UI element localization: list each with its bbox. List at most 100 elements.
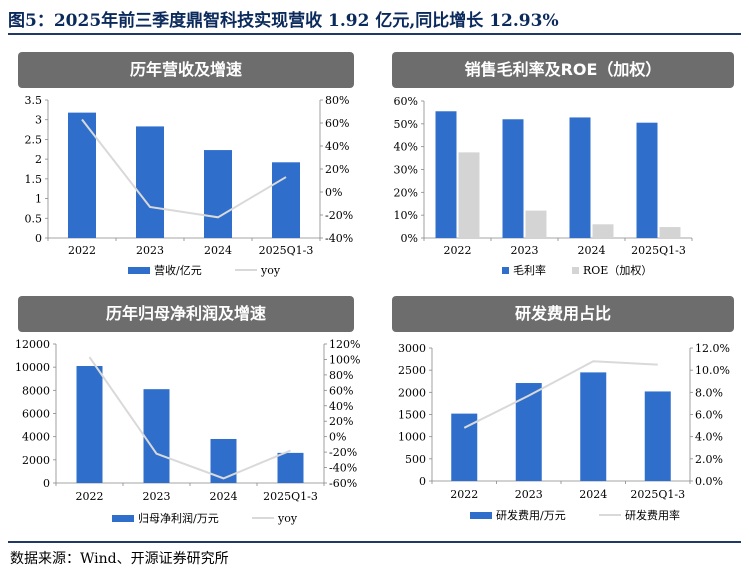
series-line	[463, 360, 658, 429]
legend-label: 毛利率	[513, 263, 546, 277]
legend-label: 研发费用率	[625, 508, 680, 522]
legend-label: 研发费用/万元	[496, 508, 566, 522]
left-tick-label: 40%	[394, 141, 418, 154]
left-tick-label: 1.5	[25, 173, 43, 186]
right-tick-label: 20%	[329, 415, 353, 428]
bar-secondary	[592, 224, 614, 238]
legend-swatch	[470, 512, 492, 519]
margin-roe-chart: 0% 10% 20% 30% 40% 50% 60% 2022 2023 2024 2025Q1-3…	[394, 95, 693, 277]
left-tick-label: 0	[43, 477, 50, 490]
left-tick-label: 60%	[394, 95, 418, 108]
left-tick-label: 0.5	[25, 212, 43, 225]
bar-primary	[502, 119, 524, 238]
right-tick-label: -60%	[329, 477, 357, 490]
legend-label: yoy	[277, 512, 298, 525]
x-tick-label: 2023	[511, 244, 539, 257]
left-tick-label: 30%	[394, 164, 418, 177]
right-tick-label: 2.0%	[695, 453, 723, 466]
right-tick-label: -40%	[329, 462, 357, 475]
x-tick-label: 2025Q1-3	[263, 490, 318, 503]
right-tick-label: 120%	[329, 338, 360, 351]
x-tick-label: 2024	[210, 490, 238, 503]
right-tick-label: 60%	[325, 117, 349, 130]
left-tick-label: 2500	[398, 364, 426, 377]
figure-title: 图5：2025年前三季度鼎智科技实现营收 1.92 亿元,同比增长 12.93%	[8, 11, 559, 31]
x-tick-label: 2025Q1-3	[259, 244, 314, 257]
left-tick-label: 500	[405, 453, 426, 466]
left-tick-label: 1500	[398, 409, 426, 422]
series-line	[88, 356, 291, 480]
bar-primary	[515, 383, 542, 481]
left-tick-label: 0%	[401, 232, 418, 245]
series-line	[81, 118, 287, 219]
bar-primary	[644, 391, 671, 481]
x-tick-label: 2023	[143, 490, 171, 503]
right-tick-label: 0%	[325, 186, 342, 199]
bottom-rule	[8, 541, 741, 543]
x-tick-label: 2024	[579, 488, 607, 501]
right-tick-label: 6.0%	[695, 409, 723, 422]
bar-primary	[580, 372, 607, 481]
right-tick-label: -20%	[329, 446, 357, 459]
legend-swatch	[572, 267, 579, 274]
x-tick-label: 2023	[515, 488, 543, 501]
x-tick-label: 2022	[444, 244, 472, 257]
bar-primary	[451, 413, 478, 481]
bar-primary	[272, 162, 300, 238]
x-tick-label: 2024	[578, 244, 606, 257]
left-tick-label: 0	[35, 232, 42, 245]
legend-swatch	[112, 515, 134, 522]
x-tick-label: 2023	[136, 244, 164, 257]
left-tick-label: 0	[419, 475, 426, 488]
right-tick-label: 4.0%	[695, 431, 723, 444]
left-tick-label: 2000	[22, 454, 50, 467]
right-tick-label: 40%	[329, 400, 353, 413]
bar-primary	[277, 452, 304, 483]
right-tick-label: 12.0%	[695, 342, 730, 355]
bar-secondary	[525, 210, 547, 238]
bar-secondary	[458, 152, 480, 238]
legend-label: yoy	[260, 264, 281, 277]
x-tick-label: 2022	[76, 490, 104, 503]
bar-secondary	[659, 227, 681, 238]
right-tick-label: 0.0%	[695, 475, 723, 488]
bar-primary	[68, 112, 96, 238]
net-profit-chart: 0 2000 4000 6000 8000 10000 12000 -60% -40% -20% 0…	[15, 338, 360, 525]
left-tick-label: 2	[35, 153, 42, 166]
right-tick-label: 80%	[325, 94, 349, 107]
right-tick-label: 80%	[329, 369, 353, 382]
bar-primary	[636, 122, 658, 238]
right-tick-label: 100%	[329, 353, 360, 366]
left-tick-label: 10%	[394, 209, 418, 222]
legend-label: 归母净利润/万元	[138, 511, 219, 525]
top-rule	[8, 33, 741, 35]
right-tick-label: -20%	[325, 209, 353, 222]
x-tick-label: 2025Q1-3	[631, 244, 686, 257]
bar-primary	[569, 117, 591, 238]
bar-primary	[210, 438, 237, 483]
right-tick-label: 0%	[329, 431, 346, 444]
bar-primary	[204, 150, 232, 238]
x-tick-label: 2025Q1-3	[630, 488, 685, 501]
left-tick-label: 1	[35, 193, 42, 206]
left-tick-label: 1000	[398, 431, 426, 444]
left-tick-label: 10000	[15, 361, 50, 374]
left-tick-label: 12000	[15, 338, 50, 351]
right-tick-label: 40%	[325, 140, 349, 153]
chart-title-revenue: 历年营收及增速	[18, 52, 354, 88]
chart-title-rd-ratio: 研发费用占比	[392, 296, 734, 332]
left-tick-label: 50%	[394, 118, 418, 131]
legend-label: ROE（加权）	[583, 264, 652, 277]
x-tick-label: 2022	[450, 488, 478, 501]
source-note: 数据来源：Wind、开源证券研究所	[10, 551, 229, 567]
x-tick-label: 2022	[68, 244, 96, 257]
right-tick-label: -40%	[325, 232, 353, 245]
rd-ratio-chart: 0 500 1000 1500 2000 2500 3000 0.0% 2.0% 4.0% 6.0%…	[398, 342, 730, 522]
left-tick-label: 4000	[22, 431, 50, 444]
chart-title-net-profit: 历年归母净利润及增速	[18, 296, 354, 332]
bar-primary	[76, 366, 103, 483]
right-tick-label: 8.0%	[695, 386, 723, 399]
left-tick-label: 2.5	[25, 133, 43, 146]
bar-primary	[136, 126, 164, 238]
legend-swatch	[502, 267, 509, 274]
